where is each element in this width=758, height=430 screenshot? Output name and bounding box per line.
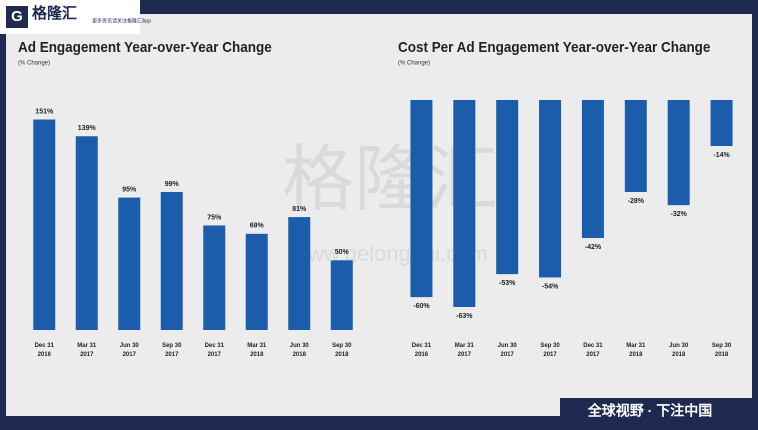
x-tick-label: Dec 31 2016 — [35, 343, 55, 358]
data-label: 95% — [122, 186, 137, 193]
chart-subtitle: (% Change) — [398, 61, 430, 67]
x-tick-label: Jun 30 2018 — [290, 343, 310, 358]
data-label: 75% — [207, 214, 222, 221]
bar — [453, 100, 476, 307]
chart-subtitle: (% Change) — [18, 61, 50, 67]
data-label: 99% — [165, 181, 180, 188]
logo-tagline: 更多资讯请关注格隆汇App — [92, 17, 151, 24]
data-label: -63% — [456, 313, 473, 320]
x-tick-label: Mar 31 2017 — [455, 343, 475, 358]
data-label: -32% — [671, 211, 688, 218]
logo-icon-letter: G — [11, 8, 23, 25]
data-label: -60% — [413, 303, 430, 310]
x-tick-label: Dec 31 2016 — [412, 343, 432, 358]
data-label: 69% — [250, 223, 265, 230]
bar — [410, 100, 433, 298]
data-label: -14% — [713, 152, 730, 159]
bar — [539, 100, 562, 278]
x-tick-label: Mar 31 2018 — [626, 343, 646, 358]
x-tick-label: Mar 31 2018 — [247, 343, 267, 358]
x-tick-label: Jun 30 2017 — [120, 343, 140, 358]
logo-text: 格隆汇 — [32, 4, 77, 22]
bar — [496, 100, 519, 275]
x-tick-label: Sep 30 2017 — [540, 343, 560, 358]
bar — [33, 119, 56, 330]
bar — [245, 233, 268, 330]
bar — [667, 100, 690, 206]
x-tick-label: Sep 30 2018 — [332, 343, 352, 358]
x-tick-label: Dec 31 2017 — [583, 343, 603, 358]
bar — [330, 260, 353, 330]
bar — [160, 192, 183, 330]
bar — [710, 100, 733, 146]
data-label: -28% — [628, 198, 645, 205]
data-label: 50% — [335, 249, 350, 256]
bar — [75, 136, 98, 330]
chart-title: Cost Per Ad Engagement Year-over-Year Ch… — [398, 39, 710, 56]
x-tick-label: Jun 30 2018 — [669, 343, 689, 358]
bar — [581, 100, 604, 238]
x-tick-label: Jun 30 2017 — [498, 343, 518, 358]
footer-text: 全球视野 · 下注中国 — [587, 403, 712, 419]
x-tick-label: Mar 31 2017 — [77, 343, 97, 358]
bar — [203, 225, 226, 330]
data-label: -54% — [542, 283, 559, 290]
bar — [118, 197, 141, 330]
bar — [288, 217, 311, 330]
data-label: 81% — [292, 206, 307, 213]
chart-title: Ad Engagement Year-over-Year Change — [18, 39, 272, 56]
data-label: 139% — [78, 125, 97, 132]
logo-icon — [6, 6, 28, 28]
footer-box — [560, 398, 752, 426]
data-label: -53% — [499, 280, 516, 287]
x-tick-label: Sep 30 2017 — [162, 343, 182, 358]
x-tick-label: Sep 30 2018 — [712, 343, 732, 358]
bar — [624, 100, 647, 192]
data-label: 151% — [35, 108, 54, 115]
data-label: -42% — [585, 244, 602, 251]
x-tick-label: Dec 31 2017 — [205, 343, 225, 358]
